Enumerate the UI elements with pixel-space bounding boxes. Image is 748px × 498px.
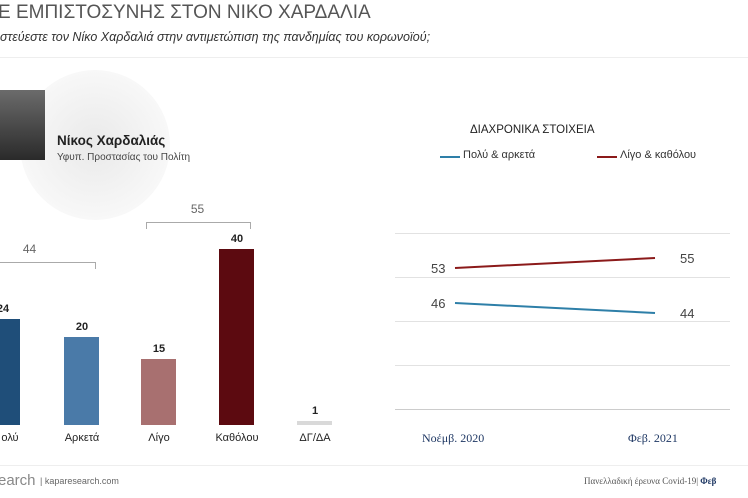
category-label: ΔΓ/ΔΑ [299, 432, 331, 444]
footer-note-text: Πανελλαδική έρευνα Covid-19| [584, 476, 699, 486]
x-axis [395, 409, 730, 410]
site-text: kaparesearch.com [44, 476, 119, 486]
x-tick-label: Νοέμβ. 2020 [422, 431, 485, 445]
site-link[interactable]: | kaparesearch.com [40, 476, 119, 486]
group-total-label: 55 [190, 202, 205, 216]
group-bracket [0, 262, 96, 269]
gridline [395, 277, 730, 278]
bar [64, 337, 99, 425]
point-label: 46 [431, 296, 445, 311]
footer-date: Φεβ [700, 476, 717, 486]
footer-note: Πανελλαδική έρευνα Covid-19| Φεβ [584, 476, 716, 486]
category-label: Λίγο [148, 432, 170, 444]
page-title: Ε ΕΜΠΙΣΤΟΣΥΝΗΣ ΣΤΟΝ ΝΙΚΟ ΧΑΡΔΑΛΙΑ [0, 2, 371, 23]
legend-swatch [597, 156, 617, 158]
category-label: Αρκετά [64, 432, 100, 444]
legend-swatch [440, 156, 460, 158]
person-photo [0, 90, 45, 160]
gridline [395, 233, 730, 234]
data-label: 40 [230, 233, 244, 245]
group-total-label: 44 [22, 242, 37, 256]
point-label: 53 [431, 261, 445, 276]
data-label: 20 [75, 321, 89, 333]
person-name: Νίκος Χαρδαλιάς [57, 133, 166, 148]
x-tick-label: Φεβ. 2021 [628, 431, 678, 445]
series-line [454, 302, 656, 314]
bar [219, 249, 254, 425]
question-subtitle: στεύεστε τον Νίκο Χαρδαλιά στην αντιμετώ… [0, 30, 431, 44]
data-label: 24 [0, 303, 10, 316]
logo: earch [0, 472, 36, 489]
divider [0, 57, 748, 58]
virus-background-image [20, 70, 170, 220]
bar [297, 420, 332, 425]
bar [0, 319, 20, 425]
series-line [454, 257, 656, 269]
category-label: Καθόλου [215, 432, 259, 444]
point-label: 44 [680, 306, 694, 321]
person-role: Υφυπ. Προστασίας του Πολίτη [57, 152, 191, 163]
bar [141, 359, 176, 425]
data-label: 15 [152, 343, 166, 355]
line-chart-title: ΔΙΑΧΡΟΝΙΚΑ ΣΤΟΙΧΕΙΑ [470, 124, 595, 136]
data-label: 1 [311, 404, 319, 417]
legend-label: Λίγο & καθόλου [620, 149, 697, 161]
gridline [395, 321, 730, 322]
category-label: ολύ [1, 432, 19, 444]
gridline [395, 365, 730, 366]
group-bracket [146, 222, 251, 229]
point-label: 55 [680, 251, 694, 266]
legend-label: Πολύ & αρκετά [463, 149, 536, 161]
divider [0, 465, 748, 466]
